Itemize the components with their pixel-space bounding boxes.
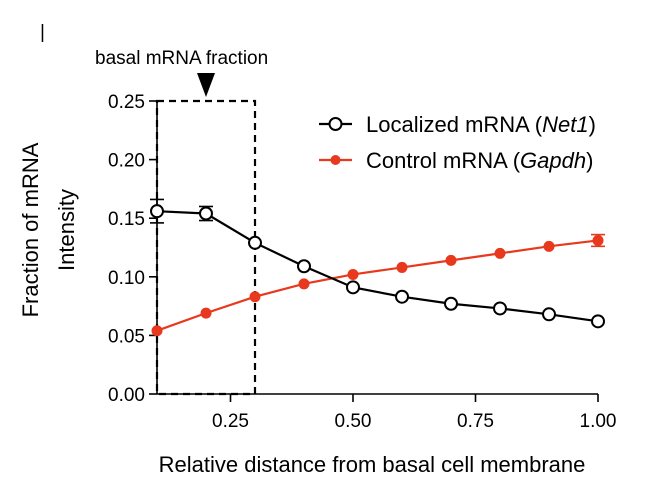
legend-label-part: ) [586,148,593,173]
y-axis-title-line-2: Intensity [54,189,79,271]
series-control [151,233,605,337]
legend-label-gene: Gapdh [520,148,586,173]
data-point [592,234,604,246]
legend-item: Localized mRNA (Net1) [319,112,596,137]
y-axis-title: Fraction of mRNA Intensity [18,142,79,317]
legend-label-part: Control mRNA ( [366,148,521,173]
data-point [493,301,507,316]
legend-label: Localized mRNA (Net1) [366,112,596,137]
data-point [543,240,555,252]
annotation-arrow [197,73,215,97]
x-axis-title: Relative distance from basal cell membra… [159,452,586,477]
y-tick-label: 0.00 [108,385,145,406]
y-tick-label: 0.10 [108,268,145,289]
y-tick-label: 0.15 [108,209,145,230]
series-line [156,210,599,323]
panel-marker: | [40,22,45,43]
data-point [591,314,605,329]
data-point [200,307,212,319]
legend-marker [330,155,341,165]
x-tick-label: 1.00 [580,411,617,432]
data-point [297,259,311,274]
x-tick-label: 0.25 [212,411,249,432]
series-line [156,239,599,332]
series-layer [150,198,605,337]
series-localized [150,198,605,329]
axes: 0.00 0.05 0.10 0.15 0.20 0.25 0.25 0.50 0.75 1.00… [18,92,616,477]
data-point [248,235,262,250]
data-point [494,247,506,259]
data-point [445,254,457,266]
legend-label-gene: Net1 [542,112,588,137]
data-point [396,261,408,273]
annotation-label: basal mRNA fraction [95,48,268,69]
data-point [298,278,310,290]
legend: Localized mRNA (Net1)Control mRNA (Gapdh… [319,112,596,173]
data-point [151,325,163,337]
data-point [542,307,556,322]
data-point [444,296,458,311]
y-tick-label: 0.25 [108,92,145,113]
legend-label-part: ) [589,112,596,137]
legend-label-part: Localized mRNA ( [366,112,543,137]
x-tick-label: 0.50 [335,411,372,432]
legend-label: Control mRNA (Gapdh) [366,148,593,173]
data-point [395,289,409,304]
data-point [249,291,261,303]
legend-marker [328,117,343,131]
y-axis-title-line-1: Fraction of mRNA [18,142,43,317]
x-tick-label: 0.75 [457,411,494,432]
y-tick-label: 0.05 [108,326,145,347]
legend-item: Control mRNA (Gapdh) [319,148,593,173]
data-point [347,268,359,280]
y-tick-label: 0.20 [108,151,145,172]
data-point [199,206,213,221]
data-point [150,204,164,219]
annotation-box [155,99,257,396]
data-point [346,280,360,295]
